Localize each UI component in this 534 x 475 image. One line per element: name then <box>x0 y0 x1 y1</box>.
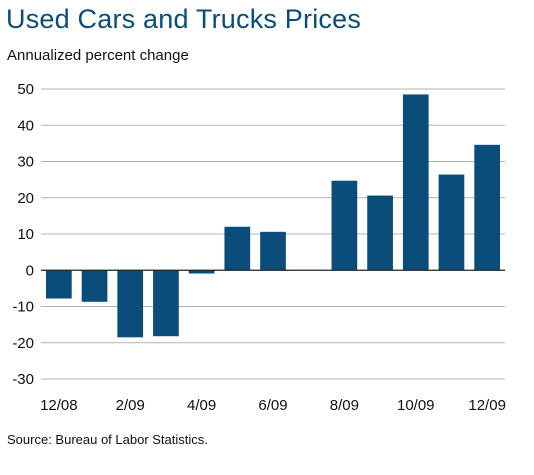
bar-12-08 <box>45 270 72 299</box>
bar-5-09 <box>224 226 251 271</box>
y-tick-label: 10 <box>17 226 34 243</box>
x-tick-label: 2/09 <box>116 397 145 414</box>
x-tick-label: 10/09 <box>397 397 435 414</box>
y-tick-label: 30 <box>17 154 34 171</box>
y-tick-label: -10 <box>12 299 34 316</box>
bars <box>45 94 501 338</box>
y-axis-label: Annualized percent change <box>7 47 189 64</box>
bar-3-09 <box>153 270 179 337</box>
bar-12-09 <box>474 144 501 271</box>
y-tick-label: 40 <box>17 117 34 134</box>
y-tick-label: 50 <box>17 81 34 98</box>
bar-6-09 <box>260 231 286 271</box>
x-tick-label: 6/09 <box>258 397 287 414</box>
y-tick-label: -20 <box>12 335 34 352</box>
bar-1-09 <box>81 270 108 302</box>
x-tick-label: 12/09 <box>468 397 506 414</box>
y-tick-label: 0 <box>26 262 34 279</box>
bar-10-09 <box>402 94 429 271</box>
y-axis-ticks: 50 40 30 20 10 0 -10 -20 -30 <box>12 81 34 388</box>
bar-2-09 <box>117 270 144 338</box>
x-tick-label: 12/08 <box>40 397 78 414</box>
chart-title: Used Cars and Trucks Prices <box>6 4 362 34</box>
bar-4-09 <box>188 270 215 274</box>
bar-9-09 <box>367 195 393 271</box>
bar-11-09 <box>438 174 465 271</box>
x-axis-ticks: 12/08 2/09 4/09 6/09 8/09 10/09 12/09 <box>40 397 506 414</box>
y-tick-label: -30 <box>12 371 34 388</box>
source-note: Source: Bureau of Labor Statistics. <box>7 432 208 447</box>
x-tick-label: 8/09 <box>330 397 359 414</box>
y-tick-label: 20 <box>17 190 34 207</box>
bar-8-09 <box>331 180 358 271</box>
x-tick-label: 4/09 <box>187 397 216 414</box>
